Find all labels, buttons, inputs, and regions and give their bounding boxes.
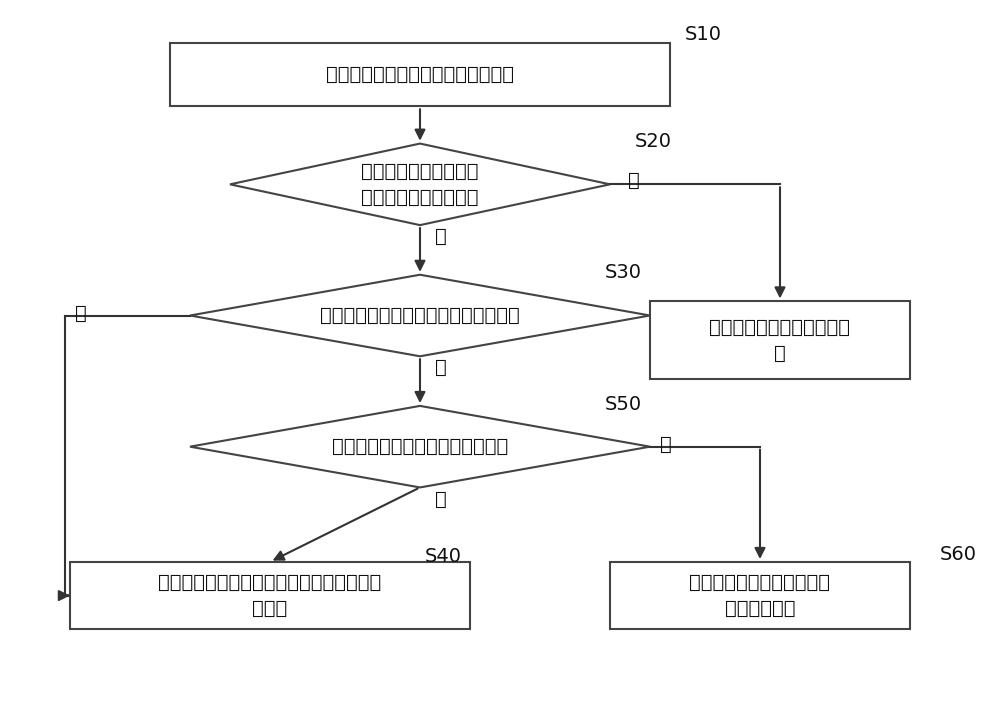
- Text: S50: S50: [605, 395, 642, 413]
- Text: S60: S60: [940, 545, 977, 564]
- Text: 否: 否: [75, 304, 87, 323]
- FancyBboxPatch shape: [70, 562, 470, 630]
- Polygon shape: [190, 406, 650, 488]
- Text: S20: S20: [635, 133, 672, 151]
- FancyBboxPatch shape: [610, 562, 910, 630]
- Text: 是: 是: [435, 227, 447, 245]
- Text: 是: 是: [435, 358, 447, 376]
- Text: 是: 是: [435, 490, 447, 508]
- Text: 否: 否: [628, 172, 640, 190]
- Text: 向账号鉴权模块发送账号鉴权请求: 向账号鉴权模块发送账号鉴权请求: [332, 437, 508, 456]
- Text: 判断所述数据库的类型
是否为灾备环境数据库: 判断所述数据库的类型 是否为灾备环境数据库: [361, 162, 479, 207]
- Text: S40: S40: [425, 547, 462, 566]
- Text: 接收应用模块发来的数据库连接请求: 接收应用模块发来的数据库连接请求: [326, 65, 514, 84]
- Text: 所述数据库为生产环境数据
库: 所述数据库为生产环境数据 库: [710, 318, 850, 363]
- Text: S30: S30: [605, 264, 642, 282]
- Text: 暂停所述账号访问灾备环境
数据库的权限: 暂停所述账号访问灾备环境 数据库的权限: [690, 573, 830, 618]
- Polygon shape: [190, 274, 650, 356]
- Text: 否: 否: [660, 435, 672, 454]
- Text: 允许所述连接请求对应的账号访问灾备环境
数据库: 允许所述连接请求对应的账号访问灾备环境 数据库: [158, 573, 382, 618]
- FancyBboxPatch shape: [650, 301, 910, 379]
- Text: S10: S10: [685, 25, 722, 43]
- FancyBboxPatch shape: [170, 43, 670, 106]
- Text: 判断所述连接请求是否为账号登录操作: 判断所述连接请求是否为账号登录操作: [320, 306, 520, 325]
- Polygon shape: [230, 143, 610, 225]
